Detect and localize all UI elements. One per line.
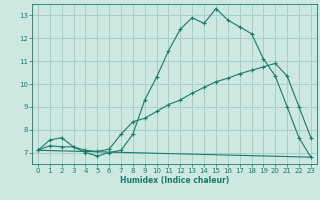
X-axis label: Humidex (Indice chaleur): Humidex (Indice chaleur)	[120, 176, 229, 185]
